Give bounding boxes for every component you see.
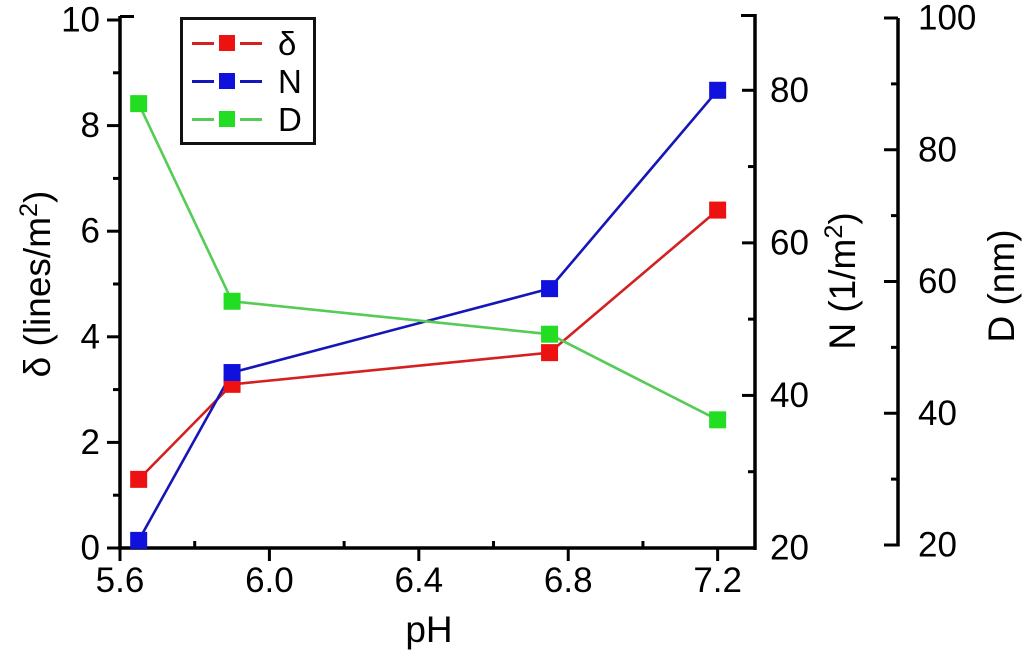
y-axis-label-delta: δ (lines/m2) bbox=[14, 190, 59, 378]
series-line-n bbox=[137, 89, 719, 542]
y-delta-tick-label: 8 bbox=[81, 106, 100, 145]
y-d-tick-label: 80 bbox=[918, 130, 957, 169]
data-point-n bbox=[709, 81, 727, 99]
data-point-n bbox=[541, 280, 559, 298]
series-line-delta bbox=[137, 209, 719, 481]
y-delta-tick-label: 0 bbox=[81, 529, 100, 568]
data-point-d bbox=[223, 292, 241, 310]
legend-swatch-d-icon bbox=[192, 111, 268, 127]
series-line-d bbox=[137, 103, 719, 421]
legend-marker-n bbox=[219, 73, 235, 89]
y-axis-label-n: N (1/m2) bbox=[819, 212, 864, 350]
y-d-tick-label: 20 bbox=[918, 526, 957, 565]
legend-label-delta: δ bbox=[278, 24, 297, 62]
legend-label-n: N bbox=[278, 62, 302, 100]
legend-marker-delta bbox=[219, 35, 235, 51]
legend-item-d: D bbox=[192, 100, 313, 138]
x-tick-label: 6.8 bbox=[544, 561, 593, 600]
x-axis-label: pH bbox=[405, 609, 453, 650]
data-point-n bbox=[130, 531, 148, 549]
legend-line-d bbox=[240, 117, 262, 121]
y-d-tick-label: 100 bbox=[918, 0, 976, 38]
legend-swatch-delta-icon bbox=[192, 35, 268, 51]
legend-marker-d bbox=[219, 111, 235, 127]
legend-swatch-n-icon bbox=[192, 73, 268, 89]
legend-line-n bbox=[192, 79, 214, 83]
y-delta-tick-label: 10 bbox=[61, 1, 100, 40]
x-tick-label: 5.6 bbox=[96, 561, 145, 600]
data-point-delta bbox=[130, 470, 148, 488]
legend-item-n: N bbox=[192, 62, 313, 100]
legend-label-d: D bbox=[278, 100, 302, 138]
y-d-tick-label: 60 bbox=[918, 262, 957, 301]
legend-line-delta bbox=[192, 41, 214, 45]
data-point-d bbox=[709, 411, 727, 429]
y-axis-label-d: D (nm) bbox=[981, 229, 1022, 343]
legend-line-delta bbox=[240, 41, 262, 45]
y-n-tick-label: 20 bbox=[770, 529, 809, 568]
legend-line-d bbox=[192, 117, 214, 121]
data-point-delta bbox=[541, 344, 559, 362]
legend-line-n bbox=[240, 79, 262, 83]
data-point-delta bbox=[709, 201, 727, 219]
y-delta-tick-label: 6 bbox=[81, 212, 100, 251]
legend: δ N D bbox=[180, 17, 316, 145]
x-tick-label: 6.0 bbox=[245, 561, 294, 600]
y-n-tick-label: 60 bbox=[770, 223, 809, 262]
data-point-d bbox=[130, 95, 148, 113]
y-n-tick-label: 80 bbox=[770, 71, 809, 110]
y-n-tick-label: 40 bbox=[770, 376, 809, 415]
y-delta-tick-label: 2 bbox=[81, 423, 100, 462]
legend-item-delta: δ bbox=[192, 24, 313, 62]
data-point-d bbox=[541, 325, 559, 343]
y-d-tick-label: 40 bbox=[918, 394, 957, 433]
y-delta-tick-label: 4 bbox=[81, 317, 100, 356]
x-tick-label: 7.2 bbox=[693, 561, 742, 600]
data-point-n bbox=[223, 364, 241, 382]
x-tick-label: 6.4 bbox=[394, 561, 443, 600]
